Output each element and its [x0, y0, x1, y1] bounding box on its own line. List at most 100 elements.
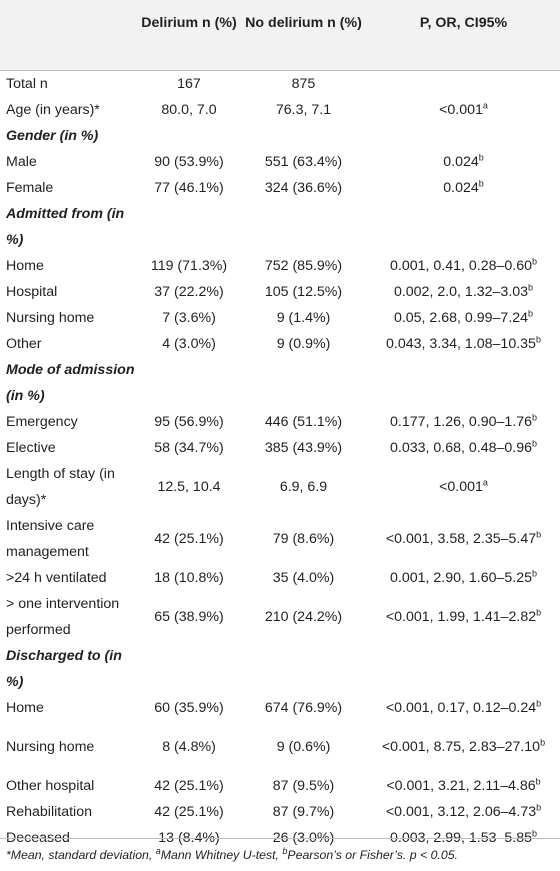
row-label: Home [0, 253, 138, 279]
p-or-ci-value: <0.001, 1.99, 1.41–2.82b [367, 591, 560, 643]
row-label-text: Female [6, 179, 54, 196]
no-delirium-value-text: 210 (24.2%) [264, 608, 343, 625]
row-label-text: Nursing home [6, 309, 95, 326]
no-delirium-value-text: 385 (43.9%) [264, 439, 343, 456]
footnote-part1: *Mean, standard deviation, [6, 848, 156, 862]
table-row: Total n 167 875 [0, 69, 560, 97]
empty-cell [138, 643, 240, 695]
no-delirium-value-text: 76.3, 7.1 [275, 101, 332, 118]
delirium-value: 4 (3.0%) [138, 331, 240, 357]
no-delirium-value: 324 (36.6%) [240, 175, 367, 201]
row-label: Home [0, 695, 138, 721]
no-delirium-value-text: 79 (8.6%) [272, 530, 335, 547]
row-label-text: >24 h ventilated [6, 569, 107, 586]
no-delirium-value-text: 87 (9.5%) [272, 777, 335, 794]
footnote-sup-b: b [282, 845, 288, 856]
p-or-ci-value: 0.05, 2.68, 0.99–7.24b [367, 305, 560, 331]
no-delirium-value: 210 (24.2%) [240, 591, 367, 643]
empty-cell [367, 123, 560, 149]
row-label: Emergency [0, 409, 138, 435]
p-or-ci-value: <0.001a [367, 97, 560, 123]
row-label: Intensive care management [0, 513, 138, 565]
p-or-ci-value: 0.033, 0.68, 0.48–0.96b [367, 435, 560, 461]
p-or-ci-value: 0.024b [367, 149, 560, 175]
p-or-ci-value: 0.001, 2.90, 1.60–5.25b [367, 565, 560, 591]
delirium-value-text: 95 (56.9%) [154, 413, 224, 430]
p-value-superscript: b [540, 736, 546, 747]
p-value-superscript: b [531, 827, 537, 838]
delirium-value-text: 12.5, 10.4 [157, 478, 221, 495]
empty-cell [367, 201, 560, 253]
delirium-value-text: 90 (53.9%) [154, 153, 224, 170]
row-label: > one intervention performed [0, 591, 138, 643]
p-or-ci-value: <0.001, 3.58, 2.35–5.47b [367, 513, 560, 565]
delirium-value-text: 77 (46.1%) [154, 179, 224, 196]
row-label: Nursing home [0, 721, 138, 773]
no-delirium-value: 87 (9.7%) [240, 799, 367, 825]
row-label: Nursing home [0, 305, 138, 331]
no-delirium-value-text: 324 (36.6%) [264, 179, 343, 196]
no-delirium-value: 35 (4.0%) [240, 565, 367, 591]
table-row: Rehabilitation 42 (25.1%) 87 (9.7%) <0.001,… [0, 799, 560, 825]
row-label-text: Home [6, 699, 44, 716]
delirium-value-text: 65 (38.9%) [154, 608, 224, 625]
row-label: Rehabilitation [0, 799, 138, 825]
row-label-text: Nursing home [6, 738, 95, 755]
section-row: Admitted from (in %) [0, 201, 560, 253]
section-label: Gender (in %) [6, 127, 99, 144]
delirium-value-text: 13 (8.4%) [158, 829, 220, 846]
delirium-value: 42 (25.1%) [138, 513, 240, 565]
p-or-ci-value-text: 0.177, 1.26, 0.90–1.76 [389, 413, 532, 430]
delirium-value: 58 (34.7%) [138, 435, 240, 461]
row-label: Hospital [0, 279, 138, 305]
no-delirium-value-text: 752 (85.9%) [264, 257, 343, 274]
row-label: Other hospital [0, 773, 138, 799]
delirium-value: 77 (46.1%) [138, 175, 240, 201]
delirium-value: 60 (35.9%) [138, 695, 240, 721]
row-label: Length of stay (in days)* [0, 461, 138, 513]
no-delirium-value: 875 [240, 69, 367, 97]
delirium-value-text: 8 (4.8%) [162, 738, 216, 755]
p-value-superscript: b [536, 697, 542, 708]
delirium-value-text: 42 (25.1%) [154, 777, 224, 794]
no-delirium-value-text: 9 (0.9%) [276, 335, 331, 352]
p-or-ci-value-text: <0.001, 3.58, 2.35–5.47 [385, 530, 537, 547]
p-value-superscript: b [528, 307, 534, 318]
table-row: Emergency 95 (56.9%) 446 (51.1%) 0.177, 1.2… [0, 409, 560, 435]
no-delirium-value: 9 (0.9%) [240, 331, 367, 357]
row-label-text: Emergency [6, 413, 78, 430]
row-label-text: Male [6, 153, 37, 170]
delirium-value-text: 42 (25.1%) [154, 530, 224, 547]
row-label-text: Total n [6, 75, 48, 92]
table-row: Elective 58 (34.7%) 385 (43.9%) 0.033, 0.68… [0, 435, 560, 461]
delirium-value: 167 [138, 69, 240, 97]
p-value-superscript: b [535, 775, 541, 786]
p-or-ci-value: <0.001a [367, 461, 560, 513]
p-or-ci-value: 0.003, 2.99, 1.53–5.85b [367, 825, 560, 851]
section-row: Mode of admission (in %) [0, 357, 560, 409]
row-label-text: Other [6, 335, 42, 352]
p-or-ci-value: <0.001, 3.21, 2.11–4.86b [367, 773, 560, 799]
p-value-superscript: a [482, 476, 488, 487]
header-p-or-ci: P, OR, CI95% [419, 15, 508, 31]
table-row: Nursing home 7 (3.6%) 9 (1.4%) 0.05, 2.68, … [0, 305, 560, 331]
delirium-value-text: 119 (71.3%) [150, 257, 228, 274]
no-delirium-value: 385 (43.9%) [240, 435, 367, 461]
delirium-value: 90 (53.9%) [138, 149, 240, 175]
section-row: Gender (in %) [0, 123, 560, 149]
no-delirium-value-text: 551 (63.4%) [264, 153, 343, 170]
empty-cell [138, 357, 240, 409]
empty-cell [367, 357, 560, 409]
row-label-text: Age (in years)* [6, 101, 100, 118]
p-or-ci-value-text: 0.024 [443, 179, 479, 196]
header-no-delirium: No delirium n (%) [245, 15, 362, 31]
empty-cell [367, 643, 560, 695]
no-delirium-value: 674 (76.9%) [240, 695, 367, 721]
empty-cell [240, 123, 367, 149]
table-row: Home 119 (71.3%) 752 (85.9%) 0.001, 0.41, 0… [0, 253, 560, 279]
no-delirium-value: 6.9, 6.9 [240, 461, 367, 513]
p-or-ci-value: 0.043, 3.34, 1.08–10.35b [367, 331, 560, 357]
table-row: Age (in years)* 80.0, 7.0 76.3, 7.1 <0.001a [0, 97, 560, 123]
delirium-value: 7 (3.6%) [138, 305, 240, 331]
no-delirium-value-text: 446 (51.1%) [264, 413, 343, 430]
